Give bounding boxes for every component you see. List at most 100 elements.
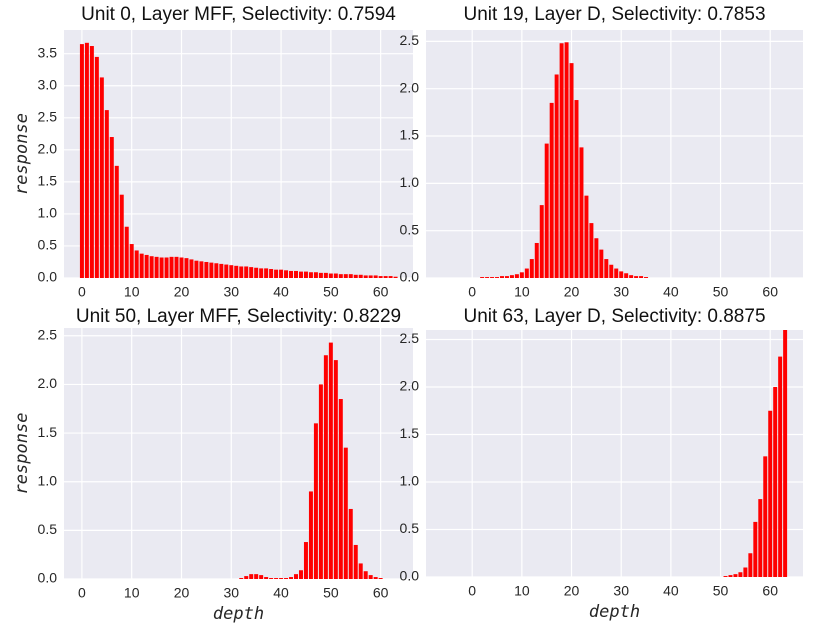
x-tick-label: 50 [323, 585, 339, 601]
bar [738, 572, 743, 577]
y-tick-label: 2.5 [38, 108, 58, 124]
bar [644, 277, 649, 278]
bar [139, 253, 144, 278]
bar [594, 238, 599, 278]
y-tick-label: 3.5 [38, 44, 58, 60]
x-tick-label: 0 [468, 583, 476, 599]
bar [338, 399, 343, 579]
bar [134, 250, 139, 278]
bar [773, 387, 778, 577]
bar [343, 274, 348, 278]
y-tick-label: 0.5 [38, 521, 58, 537]
bar [368, 575, 373, 579]
bar [490, 277, 495, 278]
x-tick-label: 50 [323, 284, 339, 300]
x-tick-label: 10 [124, 585, 140, 601]
bar [500, 276, 504, 278]
bar [308, 272, 313, 278]
x-tick-label: 20 [564, 284, 580, 300]
bar [313, 272, 318, 278]
bar [544, 143, 549, 278]
bar [634, 276, 639, 278]
bar [303, 542, 308, 579]
bar [584, 195, 589, 278]
bar [323, 355, 328, 579]
bar [328, 342, 333, 579]
bar [298, 271, 303, 278]
y-tick-label: 0.0 [38, 570, 58, 586]
bar [294, 270, 298, 278]
x-tick-label: 10 [124, 284, 140, 300]
bar [259, 268, 264, 278]
bar [373, 275, 378, 278]
bar [209, 262, 214, 278]
bar [358, 274, 363, 278]
bar [174, 256, 179, 278]
bar [284, 578, 289, 579]
bar [194, 260, 199, 278]
bar [748, 553, 753, 577]
bar [348, 274, 353, 278]
chart-title: Unit 0, Layer MFF, Selectivity: 0.7594 [81, 4, 396, 25]
bar [119, 194, 124, 278]
x-tick-label: 30 [223, 284, 239, 300]
bar [733, 574, 738, 577]
x-tick-label: 30 [613, 583, 629, 599]
x-tick-label: 0 [468, 284, 476, 300]
bar [298, 570, 303, 579]
bar [609, 264, 614, 278]
bar [378, 578, 383, 579]
x-tick-label: 40 [273, 585, 289, 601]
bar [723, 576, 728, 577]
bar [249, 574, 254, 579]
bar [604, 259, 609, 278]
bar [239, 266, 244, 278]
y-axis-label: response [12, 113, 32, 195]
bar [308, 491, 313, 579]
y-tick-label: 2.0 [400, 378, 420, 394]
x-tick-label: 60 [762, 284, 778, 300]
bar [549, 102, 554, 278]
x-tick-label: 40 [663, 284, 679, 300]
y-tick-label: 2.0 [38, 375, 58, 391]
x-tick-label: 50 [713, 583, 729, 599]
bar [728, 575, 733, 577]
bar [328, 273, 333, 278]
plot-area [426, 30, 803, 278]
bar [559, 43, 564, 278]
y-tick-label: 1.0 [38, 472, 58, 488]
chart-title: Unit 50, Layer MFF, Selectivity: 0.8229 [76, 306, 401, 327]
bar [249, 267, 254, 278]
bar [619, 271, 624, 278]
y-tick-label: 2.5 [400, 330, 420, 346]
bar [529, 259, 534, 278]
y-tick-label: 0.0 [38, 269, 58, 285]
bar [509, 275, 514, 278]
bar [239, 578, 244, 579]
x-tick-label: 60 [762, 583, 778, 599]
bar [303, 271, 308, 278]
x-tick-label: 60 [373, 284, 389, 300]
bar [539, 205, 544, 278]
bar [388, 276, 393, 278]
y-tick-label: 0.5 [400, 221, 420, 237]
bar [504, 276, 509, 278]
bar [279, 269, 284, 278]
y-tick-label: 2.0 [400, 79, 420, 95]
y-tick-label: 0.5 [400, 520, 420, 536]
bar [169, 256, 174, 278]
y-tick-label: 0.0 [400, 269, 420, 285]
bar [318, 272, 323, 278]
bar [348, 508, 353, 579]
x-tick-label: 0 [78, 284, 86, 300]
bar [778, 356, 783, 577]
bar [574, 100, 579, 278]
bar [179, 257, 184, 278]
bar [219, 263, 224, 278]
x-tick-label: 20 [174, 585, 190, 601]
bar [333, 273, 338, 278]
y-axis-label: response [12, 413, 32, 495]
bar [149, 256, 154, 278]
bar [569, 63, 574, 278]
